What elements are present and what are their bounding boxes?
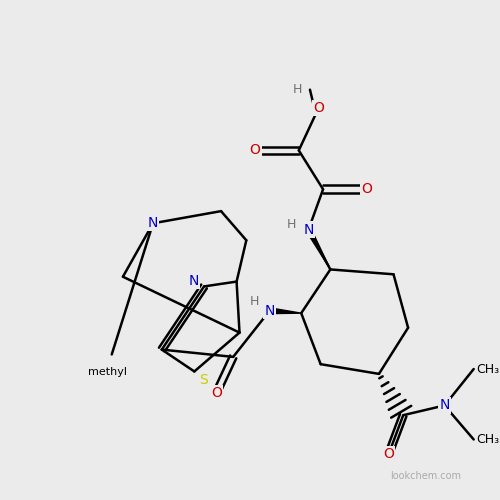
Text: CH₃: CH₃ xyxy=(476,362,499,376)
Text: O: O xyxy=(313,101,324,115)
Text: CH₃: CH₃ xyxy=(476,433,499,446)
Polygon shape xyxy=(306,228,330,270)
Text: O: O xyxy=(383,447,394,461)
Polygon shape xyxy=(270,308,301,314)
Text: N: N xyxy=(304,222,314,236)
Text: S: S xyxy=(198,373,207,387)
Text: N: N xyxy=(264,304,275,318)
Text: H: H xyxy=(250,294,259,308)
Text: O: O xyxy=(250,144,260,158)
Text: H: H xyxy=(287,218,296,231)
Text: N: N xyxy=(148,216,158,230)
Text: N: N xyxy=(188,274,198,287)
Text: O: O xyxy=(211,386,222,400)
Text: lookchem.com: lookchem.com xyxy=(390,471,462,481)
Text: H: H xyxy=(293,83,302,96)
Text: O: O xyxy=(362,182,372,196)
Text: N: N xyxy=(440,398,450,412)
Text: methyl: methyl xyxy=(88,366,128,376)
